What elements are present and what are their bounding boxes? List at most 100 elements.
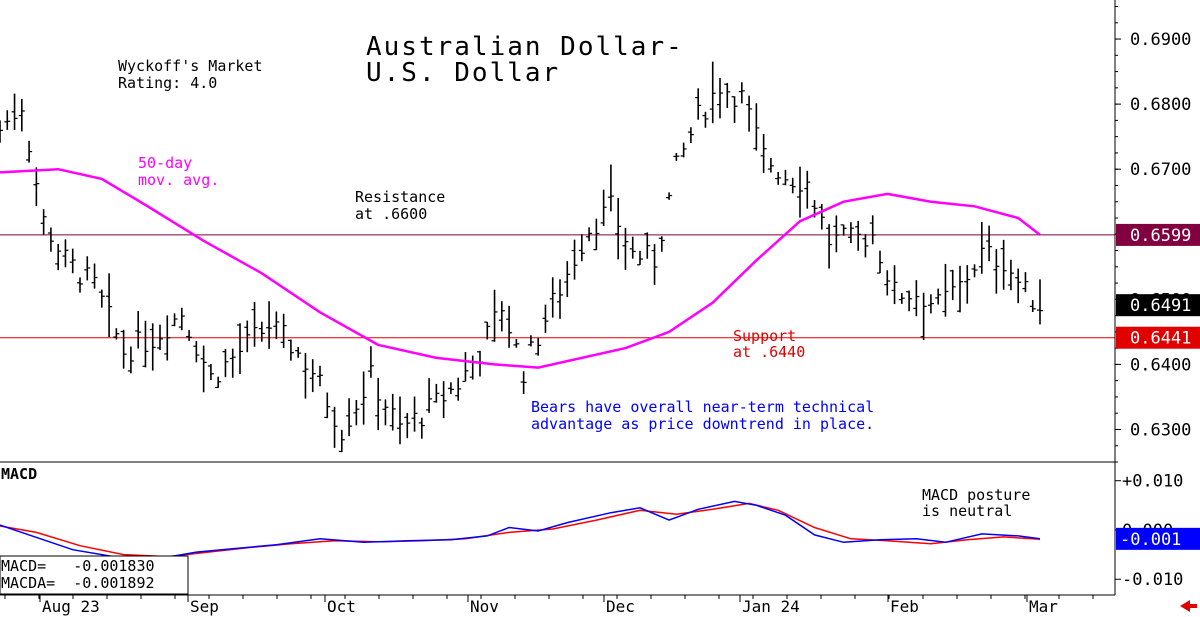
price-bar [77,277,83,293]
price-bar [47,227,54,252]
price-bar [724,82,731,108]
x-tick-label: Feb [890,597,919,616]
price-bar [149,323,156,371]
x-tick-label: Mar [1029,597,1058,616]
price-bar [266,301,273,349]
price-bar [426,378,433,413]
price-bars [0,61,1043,453]
price-bar [593,218,600,251]
price-bar [237,323,243,374]
price-bar [433,383,440,403]
price-bar [746,95,753,132]
price-bar [157,324,163,351]
price-bar [615,197,622,260]
price-bar [455,377,462,401]
price-bar [382,399,389,426]
price-bar [491,289,498,342]
x-tick-label: Sep [190,597,219,616]
price-bar [193,341,200,363]
price-bar [847,222,854,244]
price-bar [862,234,869,258]
price-marker-label: 0.6441 [1130,329,1191,349]
price-bar [113,328,120,340]
price-bar [957,265,963,313]
price-bar [702,111,709,128]
price-bar [18,98,25,132]
price-bar [98,289,105,308]
price-bar [629,236,636,259]
price-bar [673,152,680,161]
price-bar [906,290,913,312]
price-bar [273,311,280,340]
macd-tick-label: +0.010 [1122,472,1183,492]
price-bar [753,103,760,151]
scroll-left-arrow-icon[interactable] [1180,600,1197,612]
price-bar [367,346,374,378]
price-bar [898,293,905,304]
price-bar [927,294,934,314]
price-bar [251,302,258,347]
price-bar [309,359,316,393]
resistance-label: Resistance at .6600 [355,188,454,223]
price-bar [91,263,98,289]
price-bar [513,339,520,348]
price-bar [775,171,782,185]
price-bar [280,313,287,349]
price-marker-label: 0.6491 [1130,296,1191,316]
price-bar [658,236,665,252]
price-bar [869,215,876,245]
x-tick-label: Dec [606,597,635,616]
price-bar [877,250,883,274]
price-bar [767,158,774,173]
price-bar [971,264,978,278]
price-bar [607,164,614,212]
price-marker: 0.6491 [1116,294,1200,317]
price-bar [920,292,927,340]
price-bar [389,393,396,431]
price-bar [986,225,993,262]
price-bar [353,400,360,426]
price-bar [855,220,862,251]
price-bar [738,82,745,104]
price-bar [11,93,18,130]
macd-marker-label: -0.001 [1120,530,1181,550]
price-bar [789,177,796,194]
price-bar [571,239,578,280]
moving-average-label: 50-day mov. avg. [138,154,219,189]
x-tick-label: Oct [327,597,356,616]
commentary: Bears have overall near-term technical a… [531,398,883,433]
price-bar [1007,259,1014,291]
price-bar [891,265,898,305]
moving-average-line [0,167,1041,369]
price-bar [1000,239,1007,290]
price-bar [666,192,673,200]
price-marker: 0.6441 [1116,326,1200,349]
price-bar [797,166,803,218]
price-bar [578,234,585,262]
market-rating: Wyckoff's Market Rating: 4.0 [118,57,272,92]
price-bar [222,349,229,378]
price-bar [1037,279,1043,325]
price-bar [55,244,62,271]
x-tick-label: Aug 23 [42,597,100,616]
price-marker: 0.6599 [1116,223,1200,246]
price-bar [564,261,571,298]
price-tick-label: 0.6900 [1130,30,1191,50]
price-bar [506,305,513,348]
price-bar [207,364,214,381]
price-bar [826,224,833,269]
price-bar [651,244,658,285]
price-y-ticks: 0.69000.68000.67000.66000.65000.64000.63… [1115,6,1191,463]
price-bar [404,412,411,439]
price-bar [935,288,942,305]
price-tick-label: 0.6400 [1130,355,1191,375]
price-tick-label: 0.6300 [1130,420,1191,440]
price-tick-label: 0.6700 [1130,160,1191,180]
price-bar [687,127,694,144]
price-bar [884,270,891,296]
price-bar [840,224,847,236]
price-bar [106,273,113,338]
price-marker-label: 0.6599 [1130,226,1191,246]
price-bar [69,248,76,274]
